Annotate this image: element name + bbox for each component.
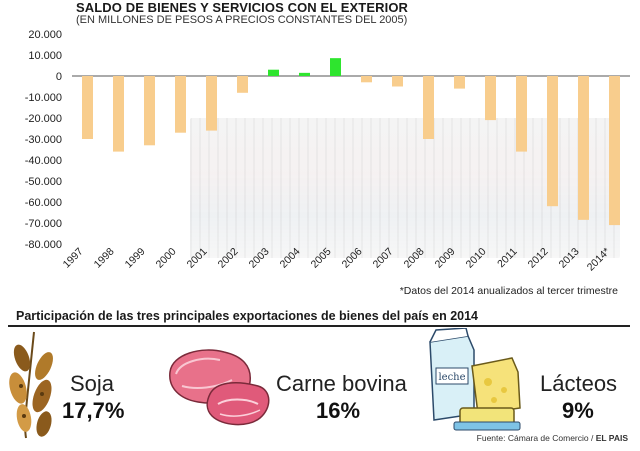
x-tick-label: 2005 (309, 246, 334, 271)
chart-subtitle: (EN MILLONES DE PESOS A PRECIOS CONSTANT… (76, 14, 408, 26)
bar-2014 (609, 76, 620, 226)
bar-2000 (175, 76, 186, 133)
x-tick-label: 2012 (526, 246, 551, 271)
x-tick-label: 2007 (371, 246, 396, 271)
bar-2005 (330, 58, 341, 76)
x-tick-label: 2009 (433, 246, 458, 271)
bar-2011 (516, 76, 527, 152)
bar-2003 (268, 69, 279, 76)
x-tick-label: 2000 (154, 246, 179, 271)
x-tick-label: 1998 (92, 246, 117, 271)
x-tick-label: 2011 (495, 246, 520, 271)
source-prefix: Fuente: Cámara de Comercio / (476, 433, 596, 443)
x-tick-label: 2010 (464, 246, 489, 271)
x-tick-label: 1999 (123, 246, 148, 271)
soy-pods-icon (9, 331, 53, 439)
y-tick-label: -50.000 (25, 176, 62, 188)
bar-2004 (299, 72, 310, 76)
y-tick-label: -80.000 (25, 239, 62, 251)
beef-icon (169, 349, 270, 426)
bar-2006 (361, 76, 372, 83)
bar-2008 (423, 76, 434, 139)
y-tick-label: -40.000 (25, 155, 62, 167)
y-tick-label: 0 (56, 71, 62, 83)
y-tick-label: -70.000 (25, 218, 62, 230)
bar-2002 (237, 76, 248, 93)
section-divider (8, 325, 630, 327)
bar-2009 (454, 76, 465, 89)
source-brand: EL PAIS (595, 433, 628, 443)
x-tick-label: 2002 (216, 246, 241, 271)
x-tick-label: 1997 (61, 246, 86, 271)
x-tick-label: 2008 (402, 246, 427, 271)
dairy-icon: leche (429, 328, 521, 431)
bar-2007 (392, 76, 403, 87)
trade-balance-chart: 20.000 10.000 0 -10.000 -20.000 -30.000 -40.00… (25, 29, 630, 274)
export-value-carne-bovina: 16% (316, 398, 361, 423)
x-tick-label: 2013 (557, 246, 582, 271)
export-label-carne-bovina: Carne bovina (276, 371, 407, 396)
bar-1999 (144, 76, 155, 146)
source-credit: Fuente: Cámara de Comercio / EL PAIS (477, 433, 628, 443)
bar-2013 (578, 76, 589, 220)
bar-2012 (547, 76, 558, 207)
export-value-lacteos: 9% (562, 398, 594, 423)
chart-title: SALDO DE BIENES Y SERVICIOS CON EL EXTER… (76, 0, 409, 15)
x-tick-label: 2004 (278, 246, 303, 271)
y-tick-label: 10.000 (28, 50, 62, 62)
x-tick-label: 2001 (185, 246, 210, 271)
milk-carton-text: leche (438, 372, 465, 383)
x-tick-label: 2006 (340, 246, 365, 271)
bar-1998 (113, 76, 124, 152)
y-tick-label: 20.000 (28, 29, 62, 41)
bar-2010 (485, 76, 496, 121)
y-tick-label: -20.000 (25, 113, 62, 125)
y-tick-label: -10.000 (25, 92, 62, 104)
y-tick-label: -30.000 (25, 134, 62, 146)
x-tick-label: 2003 (247, 246, 272, 271)
bar-2001 (206, 76, 217, 131)
x-tick-label: 2014* (585, 246, 613, 274)
export-label-soja: Soja (70, 371, 115, 396)
export-label-lacteos: Lácteos (540, 371, 618, 396)
y-tick-label: -60.000 (25, 197, 62, 209)
export-value-soja: 17,7% (62, 398, 125, 423)
exports-section-title: Participación de las tres principales ex… (16, 309, 478, 323)
bar-1997 (82, 76, 93, 139)
chart-footnote: *Datos del 2014 anualizados al tercer tr… (399, 285, 618, 297)
